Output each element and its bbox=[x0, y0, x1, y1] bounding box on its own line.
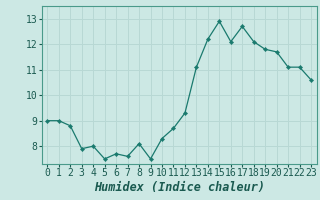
X-axis label: Humidex (Indice chaleur): Humidex (Indice chaleur) bbox=[94, 181, 265, 194]
